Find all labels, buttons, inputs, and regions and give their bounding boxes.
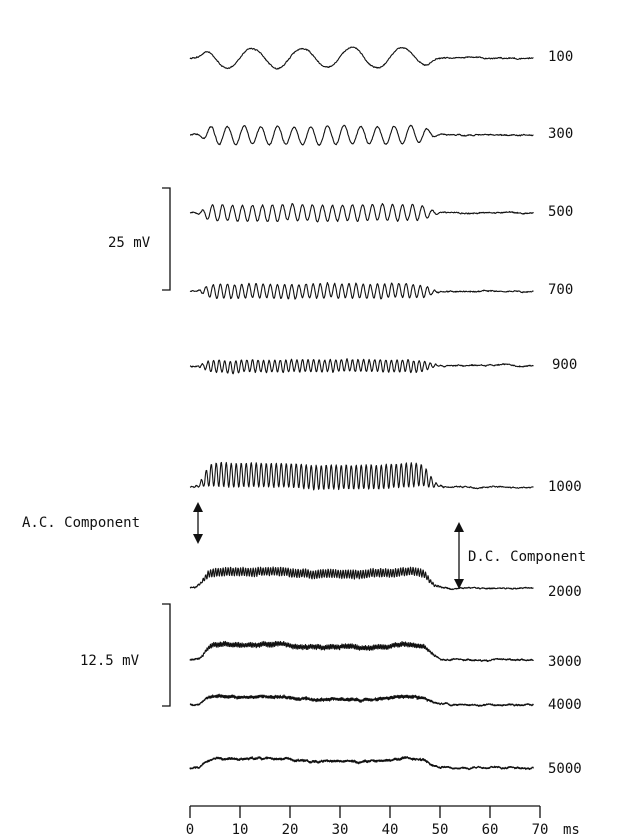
ac-arrow-up-icon [193,502,203,512]
trace-label-1000: 1000 [548,479,582,495]
trace-100 [189,46,534,70]
trace-3000 [189,640,534,663]
trace-label-700: 700 [548,282,573,298]
dc-component-annotation: D.C. Component [454,522,586,589]
scale-bar-12-5mv: 12.5 mV [80,603,171,707]
trace-5000 [189,756,534,771]
scale-bar-25mv-label: 25 mV [108,235,151,251]
ac-component-label: A.C. Component [22,515,140,531]
trace-label-500: 500 [548,204,573,220]
trace-label-300: 300 [548,126,573,142]
trace-700 [189,281,534,300]
trace-label-3000: 3000 [548,654,582,670]
x-tick-label-20: 20 [282,822,299,838]
trace-4000 [189,693,534,707]
dc-arrow-down-icon [454,579,464,589]
ac-arrow-down-icon [193,534,203,544]
trace-label-900: 900 [552,357,577,373]
x-tick-label-50: 50 [432,822,449,838]
trace-900 [189,358,534,375]
trace-label-2000: 2000 [548,584,582,600]
x-axis: 0 10 20 30 40 50 60 70 ms [186,805,580,838]
x-tick-label-10: 10 [232,822,249,838]
trace-1000 [189,461,534,491]
trace-label-5000: 5000 [548,761,582,777]
x-tick-label-70: 70 [532,822,549,838]
dc-component-label: D.C. Component [468,549,586,565]
ac-component-annotation: A.C. Component [22,502,203,544]
trace-300 [189,124,534,146]
x-ticks: 0 10 20 30 40 50 60 70 [186,806,549,838]
traces [189,46,534,771]
x-tick-label-40: 40 [382,822,399,838]
scale-bar-25mv: 25 mV [108,187,171,291]
dc-arrow-up-icon [454,522,464,532]
trace-labels: 100 300 500 700 900 1000 2000 3000 4000 5000 [548,49,582,777]
x-tick-label-60: 60 [482,822,499,838]
x-axis-unit: ms [563,822,580,838]
trace-500 [189,202,534,223]
trace-label-100: 100 [548,49,573,65]
x-tick-label-30: 30 [332,822,349,838]
x-tick-label-0: 0 [186,822,194,838]
trace-label-4000: 4000 [548,697,582,713]
trace-2000 [189,566,534,591]
scale-bar-12-5mv-label: 12.5 mV [80,653,140,669]
